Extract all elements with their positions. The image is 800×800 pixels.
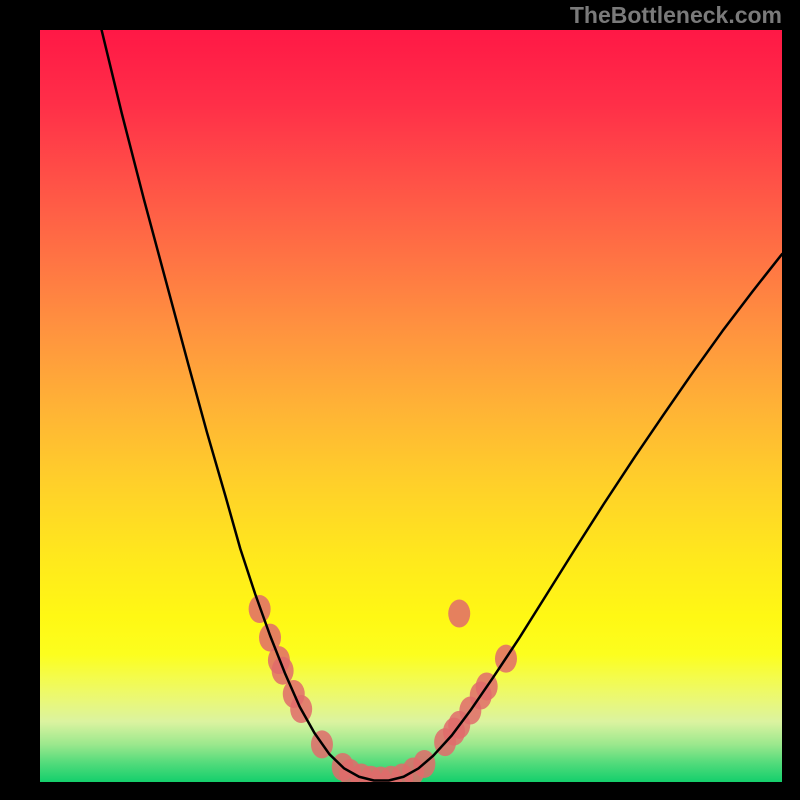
data-marker <box>448 600 470 628</box>
watermark-text: TheBottleneck.com <box>570 2 782 29</box>
plot-svg <box>40 30 782 782</box>
chart-container: TheBottleneck.com <box>0 0 800 800</box>
plot-area <box>40 30 782 782</box>
